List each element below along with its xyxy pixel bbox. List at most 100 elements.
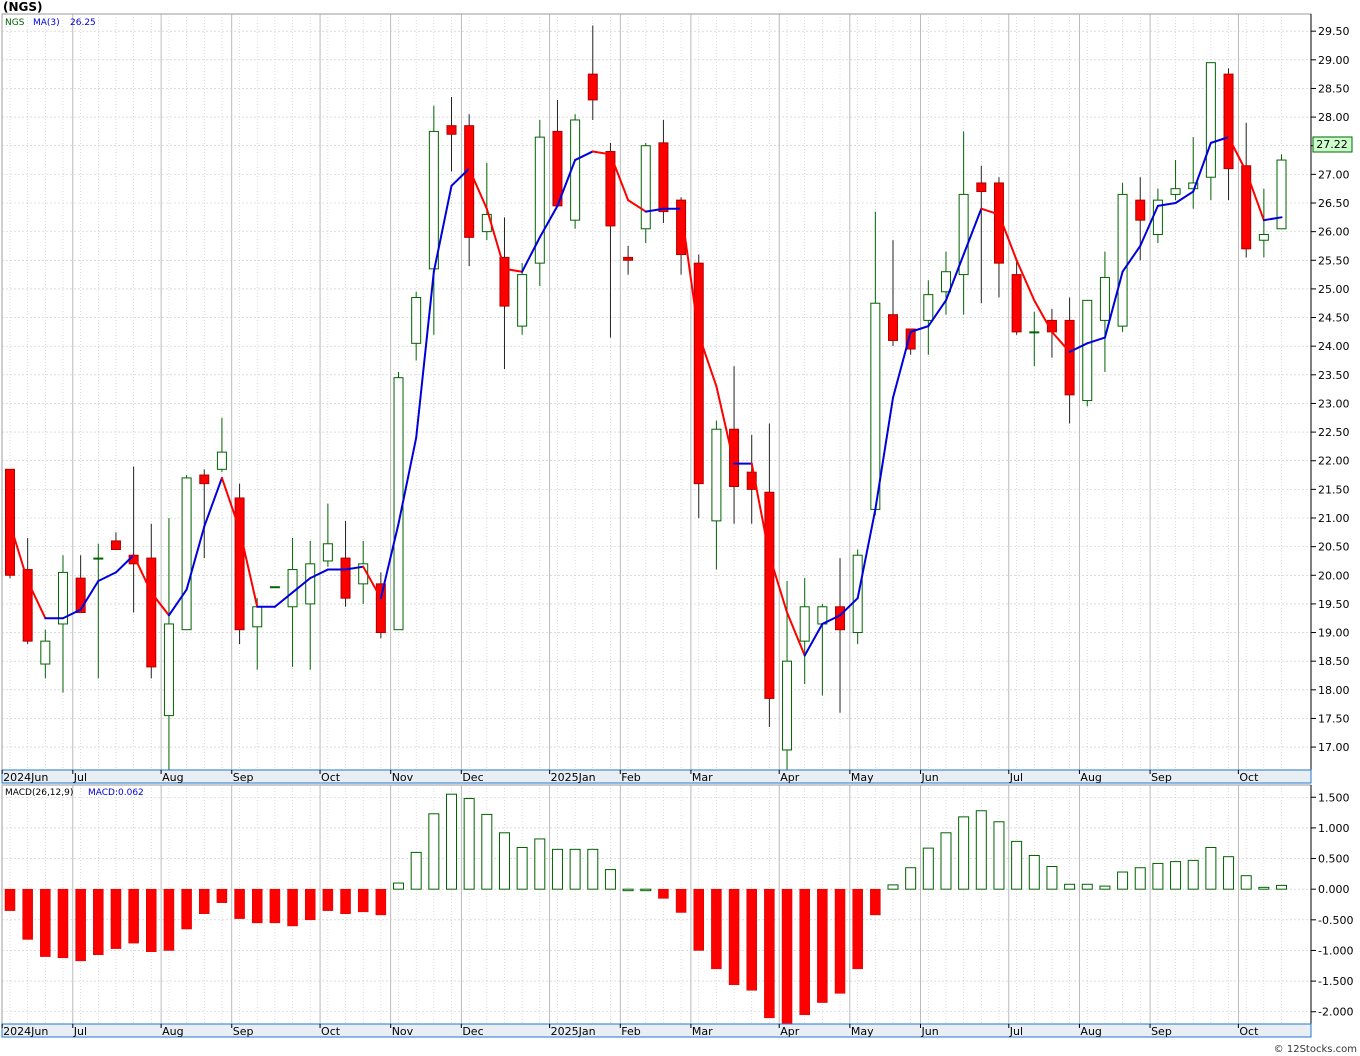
date-tick-label: 2025Jan — [551, 771, 596, 784]
date-tick-label: 2024Jun — [3, 771, 48, 784]
macd-bar — [1099, 885, 1111, 890]
macd-bar — [110, 888, 122, 949]
ma3-segment — [450, 167, 471, 187]
price-tick-label: 24.00 — [1318, 340, 1350, 353]
ma3-segment — [1227, 136, 1248, 173]
price-tick-label: 17.50 — [1318, 712, 1350, 725]
ma3-segment — [768, 554, 789, 614]
candle-body — [75, 577, 86, 613]
ma3-segment — [1086, 336, 1106, 345]
candle-body — [57, 571, 68, 625]
ma3-segment — [485, 207, 506, 270]
price-tick-label: 19.00 — [1318, 627, 1350, 640]
macd-bar — [569, 848, 581, 890]
macd-title: MACD(26,12,9) — [5, 788, 73, 798]
date-tick-label: Feb — [621, 771, 640, 784]
price-tick-label: 23.50 — [1318, 369, 1350, 382]
macd-bar — [887, 884, 899, 890]
candle-body — [1241, 165, 1252, 250]
macd-bar — [993, 821, 1005, 890]
macd-bar — [1117, 871, 1129, 890]
macd-bar — [304, 888, 316, 921]
ma3-segment — [574, 150, 594, 162]
macd-bar — [1240, 875, 1252, 890]
price-tick-label: 22.50 — [1318, 426, 1350, 439]
date-tick-label: Dec — [462, 771, 483, 784]
ma3-segment — [874, 396, 894, 511]
ma3-segment — [909, 325, 930, 333]
ma3-segment — [26, 580, 47, 620]
ma3-segment — [132, 554, 153, 594]
macd-bar — [1187, 859, 1199, 890]
macd-bar — [93, 888, 104, 956]
macd-bar — [428, 813, 440, 890]
date-tick-label: Jun — [920, 1025, 938, 1038]
date-tick-label: Nov — [392, 1025, 414, 1038]
ma3-segment — [397, 436, 418, 525]
ma3-segment — [980, 207, 1000, 216]
macd-bar — [322, 888, 334, 911]
macd-bar — [975, 810, 987, 890]
candle-body — [163, 623, 174, 717]
candle-body — [923, 294, 934, 321]
ma3-segment — [150, 591, 170, 617]
ma3-segment — [538, 204, 559, 239]
axes: 17.00 17.50 18.00 18.50 19.00 19.50 20.00 20.50… — [1, 14, 1353, 1038]
candle-body — [1258, 234, 1269, 241]
candle-body — [782, 660, 793, 751]
candle-body — [552, 130, 563, 207]
candle-body — [693, 262, 704, 485]
date-tick-label: May — [851, 771, 874, 784]
candle-body — [1170, 188, 1181, 195]
candle-body — [146, 557, 157, 668]
macd-bar — [658, 888, 669, 899]
price-tick-label: 25.00 — [1318, 283, 1350, 296]
macd-bar — [640, 888, 652, 892]
date-tick-label: Jun — [920, 771, 938, 784]
candle-body — [22, 569, 33, 642]
ma3-segment — [521, 236, 541, 273]
date-tick-label: Jul — [1009, 771, 1023, 784]
candle-body — [40, 640, 51, 665]
candle-body — [181, 477, 192, 631]
date-tick-label: Aug — [162, 1025, 183, 1038]
ma3-segment — [609, 153, 630, 202]
date-tick-label: Sep — [233, 1025, 254, 1038]
ma3-segment — [97, 571, 117, 582]
candlestick-series — [5, 25, 1287, 770]
macd-bar — [764, 888, 775, 1019]
macd-bar — [199, 888, 210, 914]
ma3-segment — [468, 167, 488, 210]
ma3-segment — [892, 330, 912, 399]
ma3-segment — [697, 333, 718, 388]
macd-tick-label: 0.000 — [1318, 883, 1350, 896]
last-price-label: 27.22 — [1316, 138, 1348, 151]
macd-bar — [340, 888, 351, 914]
macd-bar — [163, 888, 175, 951]
ma3-segment — [203, 476, 223, 528]
macd-bar — [817, 888, 828, 1003]
macd-bar — [1046, 866, 1058, 890]
ma3-segment — [344, 565, 365, 571]
candle-body — [1276, 159, 1287, 230]
ma3-segment — [715, 385, 736, 465]
candle-body — [1029, 331, 1040, 334]
macd-bar — [746, 888, 757, 991]
macd-bar — [922, 847, 934, 890]
macd-bar — [4, 888, 16, 911]
candle-body — [340, 557, 351, 599]
ma3-segment — [680, 207, 700, 336]
macd-bar — [675, 888, 687, 913]
candle-body — [605, 150, 616, 227]
date-tick-label: Sep — [233, 771, 254, 784]
macd-histogram — [4, 793, 1288, 1028]
macd-tick-label: 1.500 — [1318, 791, 1350, 804]
ma3-segment — [220, 476, 241, 531]
macd-bar — [587, 848, 599, 890]
ma3-segment — [1033, 299, 1053, 333]
date-tick-label: Jul — [73, 771, 87, 784]
macd-bar — [128, 888, 139, 944]
date-tick-label: Oct — [321, 771, 341, 784]
ma3-segment — [1156, 202, 1177, 207]
macd-bar — [516, 847, 528, 890]
